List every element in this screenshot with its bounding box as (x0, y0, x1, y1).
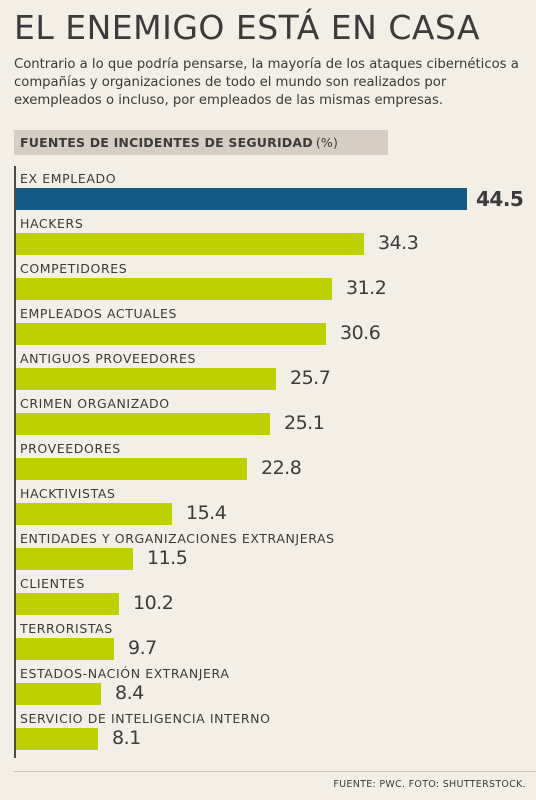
category-label: COMPETIDORES (20, 261, 128, 276)
category-label: HACKTIVISTAS (20, 486, 116, 501)
category-label: HACKERS (20, 216, 84, 231)
category-label: CLIENTES (20, 576, 85, 591)
value-label: 44.5 (476, 187, 524, 211)
bar (16, 278, 332, 300)
bar (16, 638, 114, 660)
bar (16, 548, 133, 570)
category-label: EMPLEADOS ACTUALES (20, 306, 177, 321)
value-label: 9.7 (128, 637, 157, 659)
category-label: PROVEEDORES (20, 441, 121, 456)
section-title-text: FUENTES DE INCIDENTES DE SEGURIDAD (20, 135, 313, 150)
value-label: 25.1 (284, 412, 325, 434)
section-header: FUENTES DE INCIDENTES DE SEGURIDAD (%) (14, 130, 388, 155)
category-label: ENTIDADES Y ORGANIZACIONES EXTRANJERAS (20, 531, 335, 546)
category-label: CRIMEN ORGANIZADO (20, 396, 170, 411)
value-label: 8.4 (115, 682, 144, 704)
value-label: 34.3 (378, 232, 419, 254)
value-label: 31.2 (346, 277, 387, 299)
category-label: SERVICIO DE INTELIGENCIA INTERNO (20, 711, 271, 726)
bar (16, 593, 119, 615)
bar (16, 233, 364, 255)
bar (16, 413, 270, 435)
value-label: 25.7 (290, 367, 331, 389)
bar (16, 458, 247, 480)
value-label: 30.6 (340, 322, 381, 344)
value-label: 11.5 (147, 547, 188, 569)
bar (16, 323, 326, 345)
category-label: TERRORISTAS (20, 621, 113, 636)
value-label: 22.8 (261, 457, 302, 479)
value-label: 8.1 (112, 727, 141, 749)
section-unit: (%) (315, 135, 339, 150)
footer-divider (14, 771, 536, 772)
category-label: ANTIGUOS PROVEEDORES (20, 351, 196, 366)
category-label: ESTADOS-NACIÓN EXTRANJERA (20, 666, 230, 681)
bar (16, 728, 98, 750)
bar (16, 503, 172, 525)
chart-title: EL ENEMIGO ESTÁ EN CASA (14, 8, 481, 47)
source-credit: FUENTE: PWC. FOTO: SHUTTERSTOCK. (333, 779, 526, 790)
value-label: 15.4 (186, 502, 227, 524)
chart-subtitle: Contrario a lo que podría pensarse, la m… (14, 57, 519, 108)
bar (16, 188, 467, 210)
value-label: 10.2 (133, 592, 174, 614)
category-label: EX EMPLEADO (20, 171, 117, 186)
bar (16, 368, 276, 390)
bar (16, 683, 101, 705)
section-title: FUENTES DE INCIDENTES DE SEGURIDAD (%) (20, 135, 338, 150)
axis-line (14, 166, 16, 758)
